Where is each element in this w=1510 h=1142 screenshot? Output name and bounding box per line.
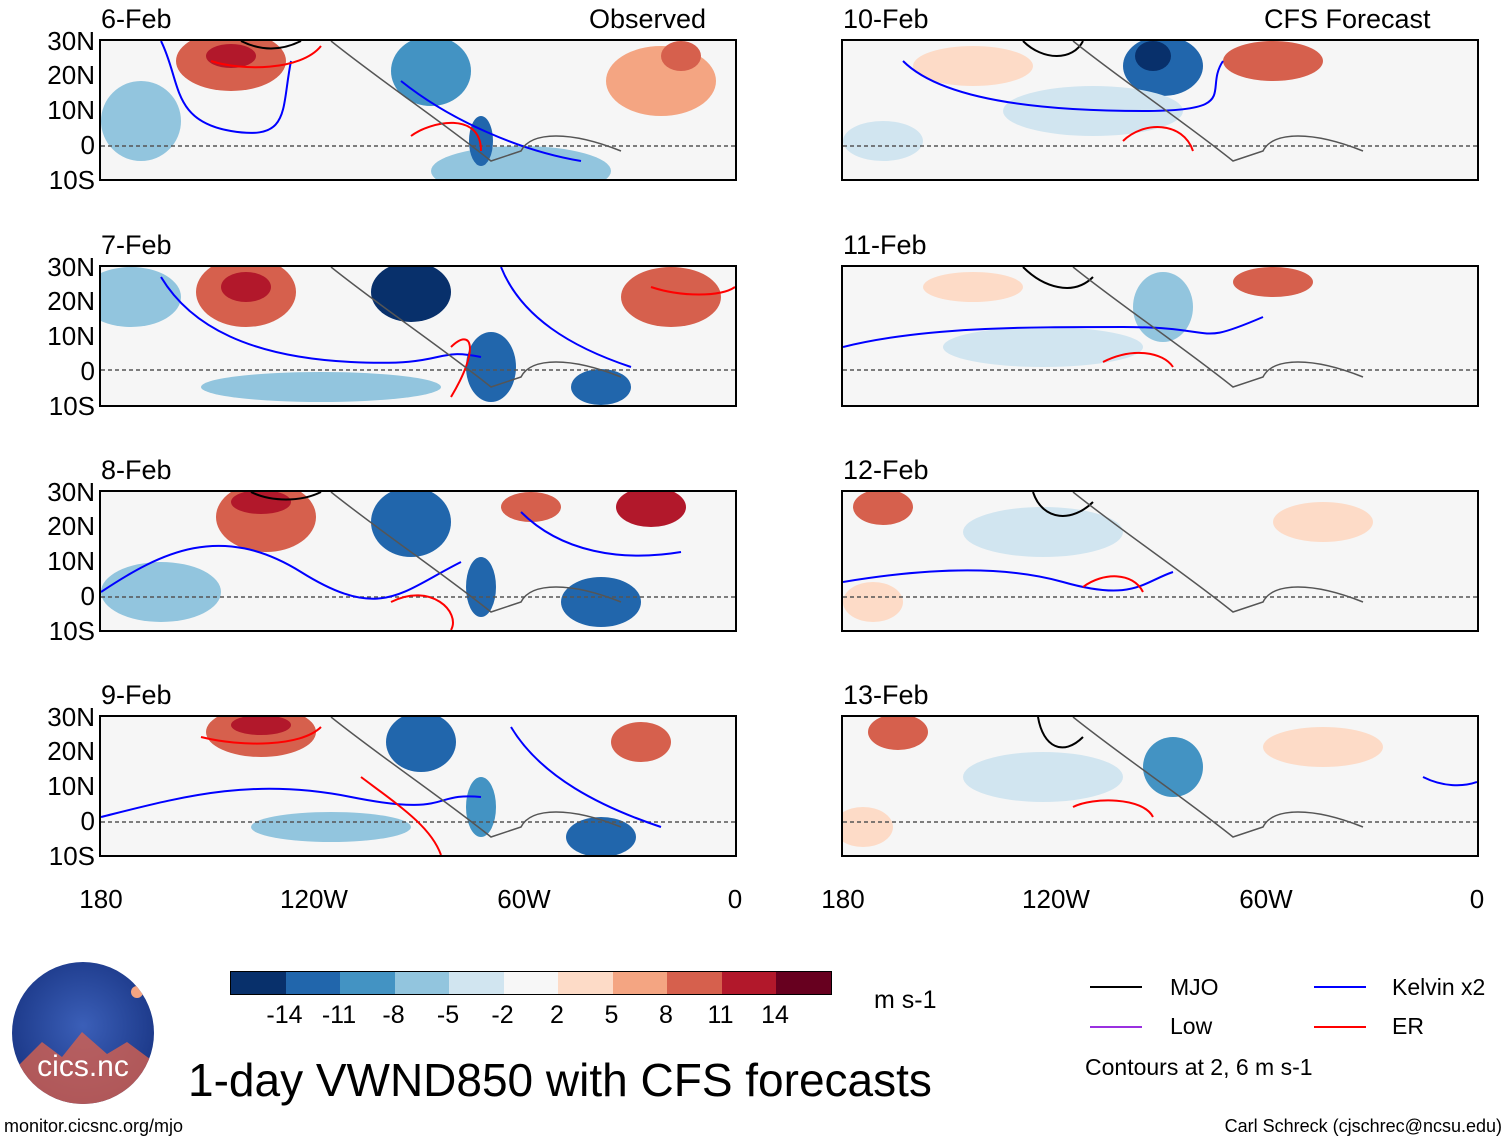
lat-label: 0: [80, 581, 95, 611]
map-field: [843, 717, 1477, 847]
legend-er-line: [1314, 1026, 1366, 1028]
lat-label: 10N: [47, 95, 95, 125]
legend-mjo-label: MJO: [1170, 974, 1219, 1000]
lat-label: 0: [80, 130, 95, 160]
colorbar-swatch: [231, 972, 286, 994]
legend-kelvin-label: Kelvin x2: [1392, 974, 1486, 1000]
panel-date: 6-Feb: [101, 4, 172, 34]
map-field: [843, 492, 1477, 622]
panel-date: 8-Feb: [101, 455, 172, 485]
map-panel: [841, 265, 1479, 407]
colorbar-swatch: [667, 972, 722, 994]
map-panel: [841, 39, 1479, 181]
lat-label: 30N: [47, 477, 95, 507]
colorbar-label: -5: [436, 1001, 460, 1029]
colorbar-label: 8: [659, 1001, 673, 1029]
lat-label: 0: [80, 806, 95, 836]
colorbar-swatch: [558, 972, 613, 994]
legend-kelvin-line: [1314, 986, 1366, 988]
panel-date: 10-Feb: [843, 4, 929, 34]
colorbar-label: -11: [321, 1001, 357, 1029]
panel-source: Observed: [589, 4, 707, 34]
lon-label: 120W: [1022, 884, 1090, 914]
lon-label: 120W: [280, 884, 348, 914]
colorbar-label: 2: [550, 1001, 564, 1029]
lat-label: 20N: [47, 60, 95, 90]
lat-label: 10N: [47, 546, 95, 576]
footer-url: monitor.cicsnc.org/mjo: [4, 1116, 184, 1136]
colorbar-swatch: [449, 972, 504, 994]
map-field: [101, 267, 735, 405]
colorbar: [230, 971, 832, 995]
map-field: [101, 492, 735, 630]
map-field: [843, 41, 1477, 162]
lat-label: 10N: [47, 321, 95, 351]
panel-date: 7-Feb: [101, 230, 172, 260]
lat-label: 20N: [47, 736, 95, 766]
colorbar-label: 5: [604, 1001, 619, 1029]
colorbar-swatch: [340, 972, 395, 994]
legend-low-label: Low: [1170, 1013, 1213, 1039]
lon-label: 180: [821, 884, 865, 914]
colorbar-swatch: [503, 972, 558, 994]
colorbar-swatch: [776, 972, 831, 994]
lat-label: 0: [80, 356, 95, 386]
panel-date: 13-Feb: [843, 680, 929, 710]
map-panel: [841, 490, 1479, 632]
lat-label: 10S: [48, 165, 95, 195]
logo-mountain-icon: [12, 986, 154, 1104]
map-panel: [99, 265, 737, 407]
lat-label: 30N: [47, 252, 95, 282]
cics-logo: cics.nc: [12, 962, 154, 1104]
legend-low-line: [1090, 1026, 1142, 1028]
colorbar-swatch: [285, 972, 340, 994]
colorbar-label: -14: [266, 1001, 303, 1029]
panel-date: 9-Feb: [101, 680, 172, 710]
map-field: [843, 267, 1477, 388]
map-field: [101, 717, 735, 855]
lat-label: 10S: [48, 616, 95, 646]
panel-date: 11-Feb: [843, 230, 927, 260]
lon-label: 180: [79, 884, 123, 914]
colorbar-swatch: [721, 972, 776, 994]
map-panel: [99, 39, 737, 181]
map-field: [101, 41, 735, 179]
lat-label: 30N: [47, 26, 95, 56]
colorbar-label: 11: [707, 1001, 734, 1029]
logo-text: cics.nc: [37, 1050, 129, 1083]
legend-note: Contours at 2, 6 m s-1: [1085, 1054, 1313, 1080]
lon-label: 0: [1469, 884, 1485, 914]
lat-label: 20N: [47, 511, 95, 541]
footer-credit: Carl Schreck (cjschrec@ncsu.edu): [1224, 1116, 1502, 1136]
map-panel: [99, 715, 737, 857]
lat-label: 10S: [48, 391, 95, 421]
lat-label: 10N: [47, 771, 95, 801]
map-panel: [99, 490, 737, 632]
panel-source: CFS Forecast: [1264, 4, 1431, 34]
map-panel: [841, 715, 1479, 857]
lon-label: 0: [727, 884, 743, 914]
figure-title: 1-day VWND850 with CFS forecasts: [188, 1054, 932, 1106]
colorbar-swatch: [394, 972, 449, 994]
lon-label: 60W: [497, 884, 551, 914]
lat-label: 20N: [47, 286, 95, 316]
legend-er-label: ER: [1392, 1013, 1424, 1039]
colorbar-units: m s-1: [874, 986, 937, 1014]
colorbar-label: 14: [761, 1001, 789, 1029]
colorbar-swatch: [612, 972, 667, 994]
lat-label: 10S: [48, 841, 95, 871]
legend-mjo-line: [1090, 986, 1142, 988]
colorbar-label: -8: [382, 1001, 405, 1029]
colorbar-label: -2: [491, 1001, 514, 1029]
lat-label: 30N: [47, 702, 95, 732]
lon-label: 60W: [1239, 884, 1293, 914]
panel-date: 12-Feb: [843, 455, 929, 485]
